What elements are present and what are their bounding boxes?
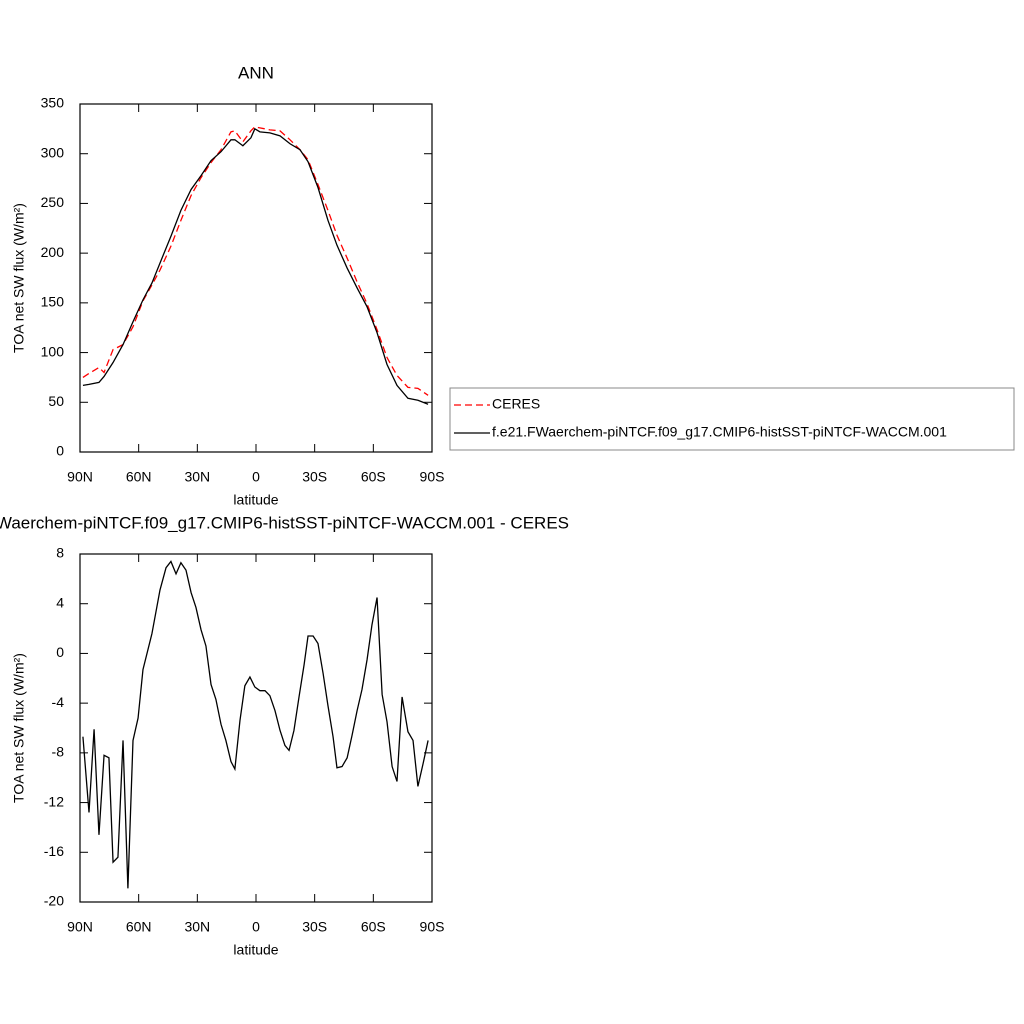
- y-tick-label: 100: [41, 343, 65, 359]
- y-tick-label: -4: [52, 694, 65, 710]
- y-tick-label: -8: [52, 744, 65, 760]
- y-tick-label: 0: [56, 644, 64, 660]
- y-axis-label: TOA net SW flux (W/m²): [11, 653, 27, 803]
- x-tick-label: 90S: [420, 469, 445, 485]
- y-tick-label: 150: [41, 294, 65, 310]
- data-line: [82, 126, 429, 396]
- x-tick-label: 0: [252, 469, 260, 485]
- plot-frame: [79, 103, 433, 453]
- data-line: [82, 560, 429, 889]
- legend-box: [449, 387, 1015, 451]
- x-tick-label: 0: [252, 919, 260, 935]
- y-tick-label: 300: [41, 144, 65, 160]
- y-tick-label: 50: [48, 393, 64, 409]
- x-tick-label: 90S: [420, 919, 445, 935]
- x-tick-label: 90N: [67, 469, 93, 485]
- y-tick-label: 8: [56, 545, 64, 561]
- y-tick-label: 350: [41, 95, 65, 111]
- x-tick-label: 60N: [126, 469, 152, 485]
- y-tick-label: -12: [44, 793, 64, 809]
- x-tick-label: 60S: [361, 919, 386, 935]
- x-tick-label: 30N: [184, 469, 210, 485]
- y-tick-label: -20: [44, 893, 64, 909]
- chart-title: ANN: [238, 63, 274, 82]
- y-tick-label: 4: [56, 594, 64, 610]
- y-tick-label: 0: [56, 443, 64, 459]
- x-axis-label: latitude: [233, 492, 278, 508]
- chart-title: f.e21.FWaerchem-piNTCF.f09_g17.CMIP6-his…: [0, 513, 569, 532]
- x-tick-label: 90N: [67, 919, 93, 935]
- x-tick-label: 60S: [361, 469, 386, 485]
- y-tick-label: 200: [41, 244, 65, 260]
- x-tick-label: 30S: [302, 919, 327, 935]
- y-tick-label: 250: [41, 194, 65, 210]
- x-tick-label: 60N: [126, 919, 152, 935]
- legend-label: CERES: [492, 396, 540, 412]
- y-tick-label: -16: [44, 843, 64, 859]
- data-line: [82, 127, 429, 405]
- y-axis-label: TOA net SW flux (W/m²): [11, 203, 27, 353]
- x-axis-label: latitude: [233, 942, 278, 958]
- legend-label: f.e21.FWaerchem-piNTCF.f09_g17.CMIP6-his…: [492, 424, 947, 440]
- x-tick-label: 30N: [184, 919, 210, 935]
- plot-frame: [79, 553, 433, 903]
- x-tick-label: 30S: [302, 469, 327, 485]
